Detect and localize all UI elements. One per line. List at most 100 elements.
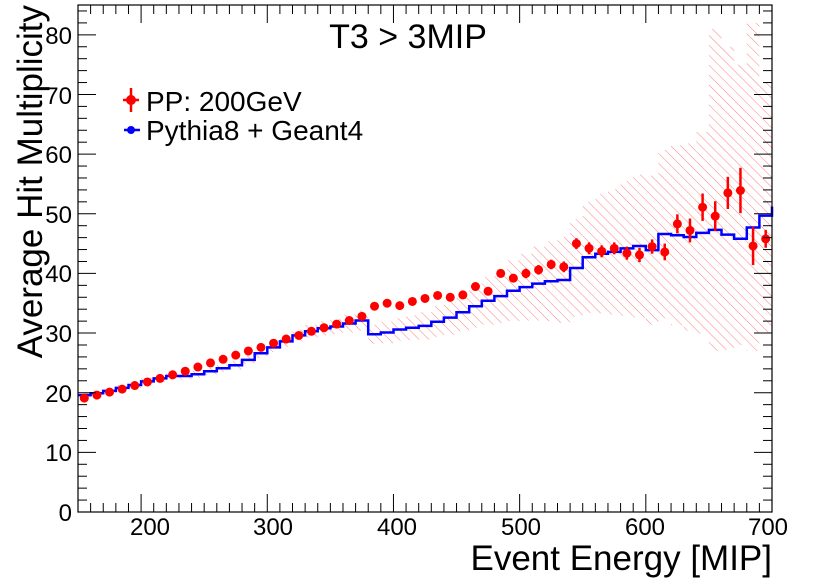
legend-label-data: PP: 200GeV (146, 86, 302, 117)
point-marker (306, 326, 316, 336)
point-marker (672, 219, 682, 229)
uncertainty-band (78, 22, 772, 399)
point-marker (105, 387, 115, 397)
band-bin (759, 82, 772, 334)
chart-title: T3 > 3MIP (329, 18, 487, 56)
axis-ticks (77, 5, 773, 513)
x-tick-label: 300 (253, 514, 293, 541)
data-point (647, 239, 657, 254)
point-marker (142, 377, 152, 387)
point-marker (407, 296, 417, 306)
data-point (470, 282, 480, 292)
data-point (685, 218, 695, 243)
y-tick-label: 10 (45, 440, 72, 467)
point-marker (571, 239, 581, 249)
data-point (205, 358, 215, 368)
x-tick-label: 600 (625, 514, 665, 541)
legend-mc-marker (124, 126, 140, 134)
point-marker (117, 384, 127, 394)
point-marker (344, 316, 354, 326)
data-point (117, 384, 127, 394)
point-marker (370, 301, 380, 311)
data-point (294, 330, 304, 340)
point-marker (635, 250, 645, 260)
point-marker (710, 211, 720, 221)
x-axis-label: Event Energy [MIP] (470, 539, 772, 578)
point-marker (735, 186, 745, 196)
point-marker (218, 354, 228, 364)
plot-area (78, 22, 774, 403)
point-marker (319, 323, 329, 333)
data-point (407, 296, 417, 306)
point-marker (155, 373, 165, 383)
data-point (105, 387, 115, 397)
point-marker (130, 381, 140, 391)
point-marker (269, 338, 279, 348)
point-marker (496, 268, 506, 278)
point-marker (458, 290, 468, 300)
point-marker (168, 370, 178, 380)
y-tick-label: 20 (45, 381, 72, 408)
plot-frame (77, 4, 773, 513)
point-marker (521, 268, 531, 278)
data-point (168, 370, 178, 380)
data-point (496, 268, 506, 278)
y-tick-label: 40 (45, 261, 72, 288)
data-point (508, 273, 518, 283)
data-point (243, 346, 253, 356)
data-point (357, 311, 367, 321)
data-point (332, 319, 342, 329)
legend-data-marker (123, 88, 139, 112)
data-point (445, 292, 455, 302)
point-marker (395, 301, 405, 311)
x-tick-labels: 200 300 400 500 600 700 (130, 514, 788, 541)
point-marker (92, 390, 102, 400)
mc-step-line (78, 206, 774, 397)
point-marker (647, 242, 657, 252)
data-point (735, 167, 745, 214)
y-tick-label: 60 (45, 142, 72, 169)
data-point (660, 243, 670, 261)
y-tick-label: 30 (45, 321, 72, 348)
band-bin (708, 28, 722, 351)
data-point (193, 362, 203, 372)
y-tick-label: 0 (59, 500, 72, 527)
point-marker (79, 393, 89, 403)
point-marker (584, 243, 594, 253)
data-point (622, 246, 632, 260)
point-marker (445, 292, 455, 302)
x-tick-label: 400 (377, 514, 417, 541)
data-point (281, 334, 291, 344)
data-point (269, 338, 279, 348)
data-point (142, 377, 152, 387)
data-point (231, 350, 241, 360)
x-tick-label: 200 (130, 514, 170, 541)
point-marker (205, 358, 215, 368)
data-point (420, 293, 430, 303)
data-point (344, 316, 354, 326)
y-tick-labels: 0 10 20 30 40 50 60 70 80 (45, 23, 72, 527)
data-point (483, 286, 493, 296)
point-marker (382, 298, 392, 308)
data-point (635, 247, 645, 263)
point-marker (534, 265, 544, 275)
point-marker (508, 273, 518, 283)
data-point (155, 373, 165, 383)
point-marker (685, 225, 695, 235)
data-point (609, 242, 619, 255)
data-point (218, 354, 228, 364)
point-marker (761, 234, 771, 244)
data-point (571, 238, 581, 249)
data-point (584, 242, 594, 255)
point-marker (180, 366, 190, 376)
legend: PP: 200GeV Pythia8 + Geant4 (123, 86, 363, 146)
y-axis-label: Average Hit Multiplicity (11, 5, 50, 359)
point-marker (622, 248, 632, 258)
y-tick-label: 50 (45, 202, 72, 229)
data-point (761, 229, 771, 248)
data-point (395, 301, 405, 311)
point-marker (597, 246, 607, 256)
point-marker (559, 262, 569, 272)
data-point (319, 323, 329, 333)
point-marker (256, 342, 266, 352)
